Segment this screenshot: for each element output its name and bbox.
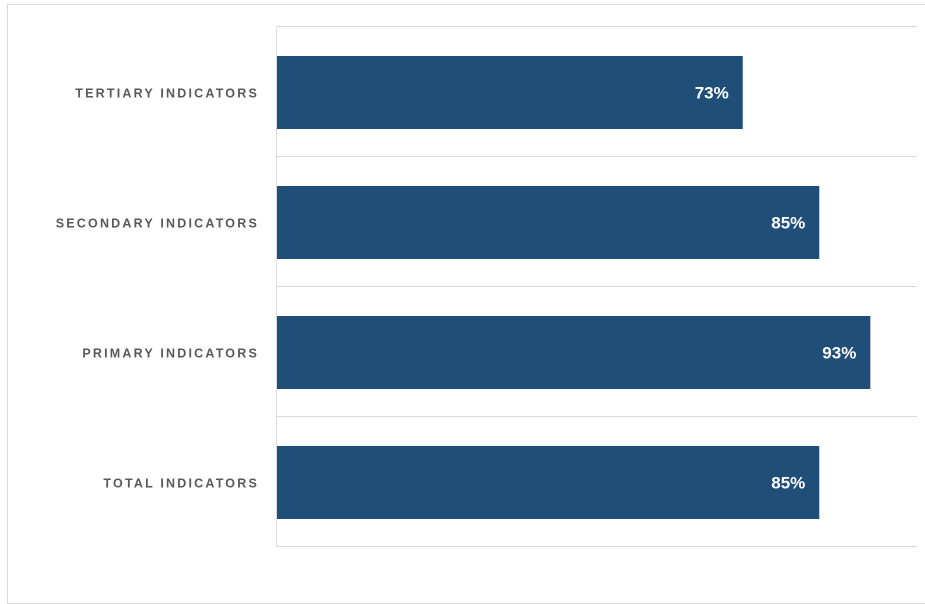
- data-label: 73%: [695, 84, 729, 103]
- bar: [277, 316, 871, 389]
- bar: [277, 186, 820, 259]
- category-label: TERTIARY INDICATORS: [75, 87, 259, 101]
- category-labels: TERTIARY INDICATORS SECONDARY INDICATORS P…: [56, 87, 259, 491]
- bar-chart: 73% 85% 93% 85% TERTIARY INDICATORS SECONDAR…: [56, 26, 917, 547]
- category-label: SECONDARY INDICATORS: [56, 217, 259, 231]
- gridlines: [276, 26, 917, 547]
- data-label: 85%: [771, 214, 805, 233]
- bar: [277, 56, 743, 129]
- data-label: 85%: [771, 474, 805, 493]
- bars: 73% 85% 93% 85%: [277, 56, 871, 519]
- bar: [277, 446, 820, 519]
- category-label: TOTAL INDICATORS: [103, 477, 259, 491]
- data-label: 93%: [822, 344, 856, 363]
- category-label: PRIMARY INDICATORS: [82, 347, 259, 361]
